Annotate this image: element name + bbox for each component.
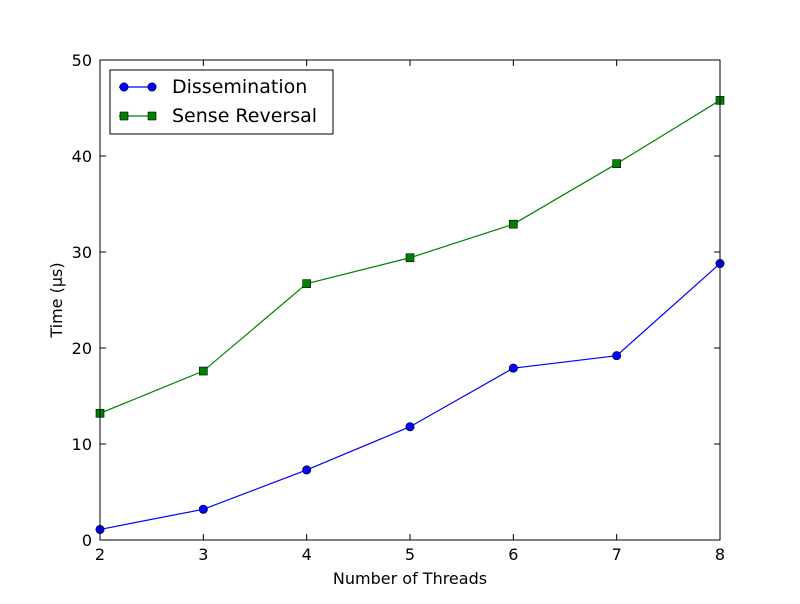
y-tick-label: 40 bbox=[72, 147, 92, 166]
x-tick-label: 6 bbox=[508, 545, 518, 564]
series-dissemination bbox=[95, 259, 725, 534]
y-tick-label: 50 bbox=[72, 51, 92, 70]
legend-marker-dissemination bbox=[147, 82, 157, 92]
legend-marker-dissemination bbox=[119, 82, 129, 92]
legend-entry-dissemination: Dissemination bbox=[119, 76, 307, 98]
series-layer bbox=[95, 96, 725, 534]
legend-marker-sense-reversal bbox=[119, 111, 129, 121]
legend-label-sense-reversal: Sense Reversal bbox=[172, 105, 317, 127]
legend-label-dissemination: Dissemination bbox=[172, 76, 307, 98]
data-point-dissemination bbox=[405, 422, 415, 432]
ticks-layer: 2 3 4 5 6 7 8 0 10 20 30 40 50 bbox=[72, 51, 725, 564]
legend-marker-sense-reversal bbox=[147, 111, 157, 121]
x-axis-label: Number of Threads bbox=[333, 569, 487, 588]
data-point-dissemination bbox=[302, 465, 312, 475]
data-point-dissemination bbox=[612, 351, 622, 361]
x-tick-label: 8 bbox=[715, 545, 725, 564]
y-axis-label: Time (μs) bbox=[47, 262, 66, 338]
data-point-sense-reversal bbox=[405, 253, 415, 263]
y-tick-label: 0 bbox=[82, 531, 92, 550]
data-point-sense-reversal bbox=[302, 279, 311, 288]
data-point-dissemination bbox=[508, 363, 518, 373]
y-tick-label: 10 bbox=[72, 435, 92, 454]
x-tick-label: 5 bbox=[405, 545, 415, 564]
y-tick-label: 20 bbox=[72, 339, 92, 358]
legend-box bbox=[109, 69, 334, 135]
series-line-dissemination bbox=[99, 263, 721, 531]
y-tick-label: 30 bbox=[72, 243, 92, 262]
x-tick-label: 7 bbox=[612, 545, 622, 564]
legend: Dissemination Sense Reversal bbox=[109, 69, 334, 135]
x-tick-label: 2 bbox=[95, 545, 105, 564]
data-point-sense-reversal bbox=[199, 366, 208, 376]
data-point-dissemination bbox=[198, 504, 208, 514]
x-tick-label: 3 bbox=[198, 545, 208, 564]
data-point-sense-reversal bbox=[509, 219, 518, 229]
data-point-sense-reversal bbox=[612, 159, 621, 168]
x-tick-label: 4 bbox=[302, 545, 312, 564]
legend-entry-sense-reversal: Sense Reversal bbox=[119, 105, 317, 127]
series-sense-reversal bbox=[95, 96, 725, 418]
